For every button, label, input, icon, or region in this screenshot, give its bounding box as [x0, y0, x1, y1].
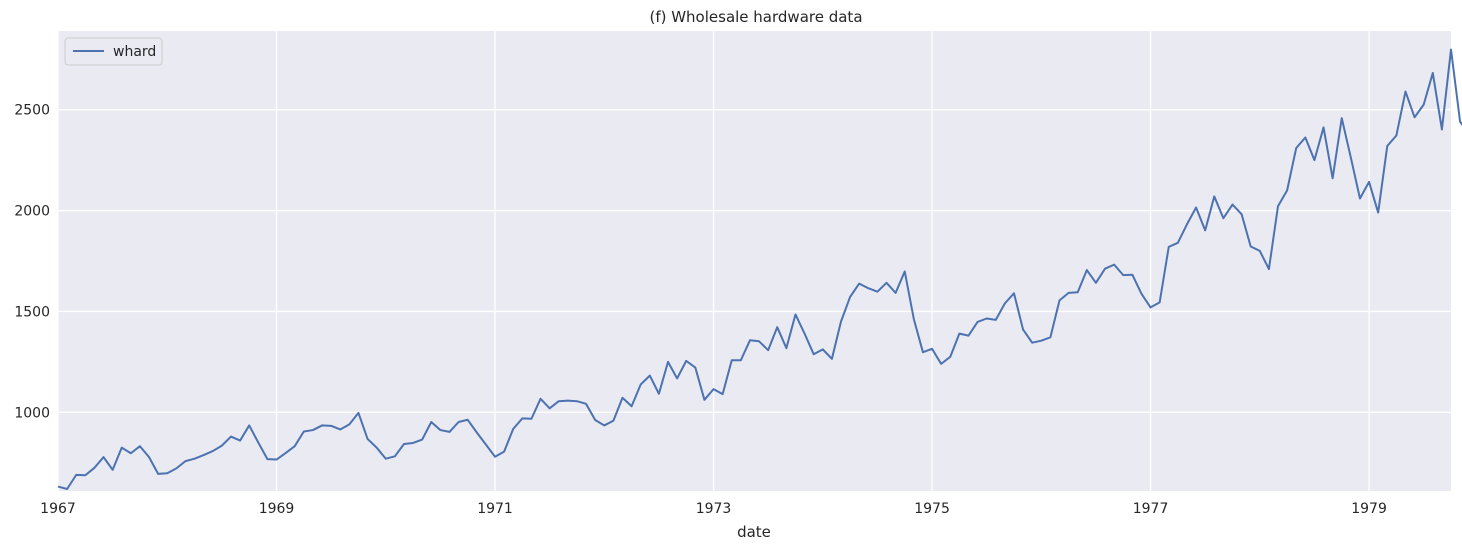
- plot-area: [58, 31, 1451, 491]
- series-line-whard: [57, 48, 1462, 490]
- x-tick-label-1975: 1975: [914, 501, 950, 517]
- x-tick-label-1977: 1977: [1133, 501, 1169, 517]
- chart-title: (f) Wholesale hardware data: [649, 8, 862, 26]
- y-tick-label-1500: 1500: [14, 304, 50, 320]
- series-layer: [57, 48, 1462, 490]
- y-axis-ticks: 1000 1500 2000 2500: [14, 103, 50, 422]
- y-tick-label-1000: 1000: [14, 405, 50, 421]
- grid-lines: [57, 31, 1451, 491]
- legend: whard: [64, 37, 163, 66]
- legend-box: [64, 37, 163, 66]
- legend-label-whard: whard: [113, 44, 156, 60]
- x-tick-label-1979: 1979: [1351, 501, 1387, 517]
- x-tick-label-1971: 1971: [477, 501, 513, 517]
- y-tick-label-2500: 2500: [14, 103, 50, 119]
- y-tick-label-2000: 2000: [14, 204, 50, 220]
- x-axis-ticks: 1967 1969 1971 1973 1975 1977 1979: [40, 501, 1387, 517]
- x-axis-title: date: [737, 523, 771, 541]
- x-tick-label-1973: 1973: [696, 501, 732, 517]
- x-tick-label-1967: 1967: [40, 501, 76, 517]
- x-tick-label-1969: 1969: [259, 501, 295, 517]
